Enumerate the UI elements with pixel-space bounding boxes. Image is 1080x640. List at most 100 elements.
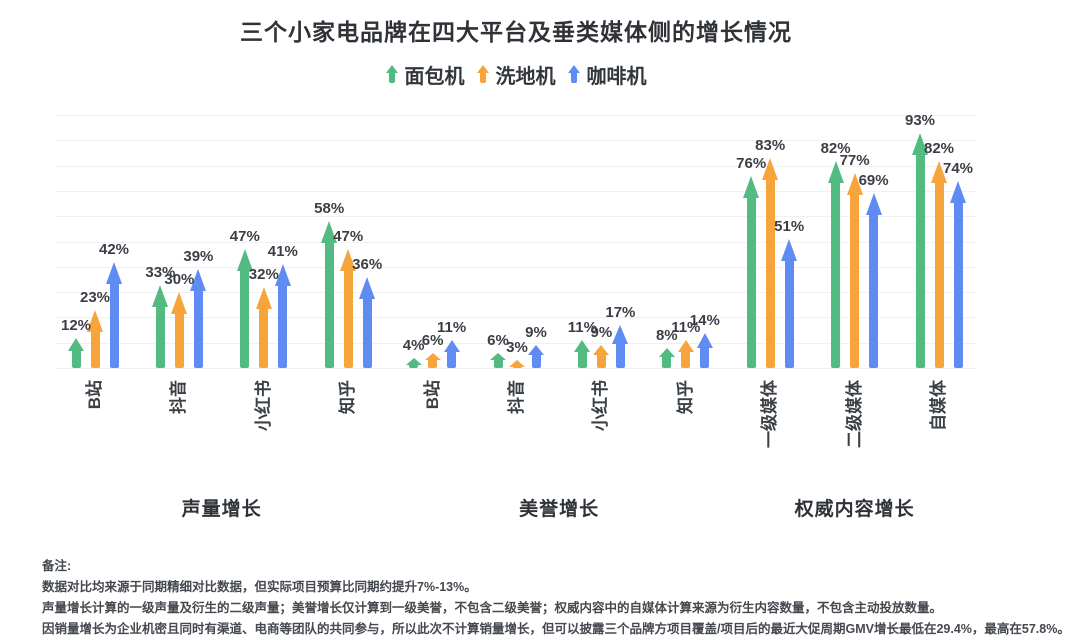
- bar-arrow-洗地机-二级媒体: [846, 173, 863, 368]
- bar-value-label: 32%: [248, 266, 279, 284]
- gridline-50: [56, 241, 976, 243]
- bar-arrow-面包机-一级媒体: [743, 175, 760, 368]
- bar-arrow-洗地机-小红书: [593, 345, 610, 368]
- bar-value-label: 58%: [314, 200, 345, 218]
- bar-arrow-咖啡机-抖音: [528, 345, 545, 368]
- legend-label: 洗地机: [495, 65, 556, 88]
- bar-value-label: 39%: [183, 248, 214, 266]
- bar-value-label: 51%: [774, 217, 805, 235]
- bar-value-label: 11%: [436, 319, 467, 337]
- x-axis-label-一级媒体: 一级媒体: [760, 380, 780, 448]
- bar-value-label: 6%: [421, 331, 444, 349]
- x-axis-label-知乎: 知乎: [338, 380, 358, 414]
- legend-label: 咖啡机: [586, 65, 647, 88]
- bar-arrow-洗地机-小红书: [255, 287, 272, 368]
- gridline-80: [56, 165, 976, 167]
- bar-arrow-面包机-自媒体: [912, 132, 929, 368]
- bar-value-label: 47%: [333, 228, 364, 246]
- bar-arrow-面包机-二级媒体: [827, 160, 844, 368]
- bar-arrow-洗地机-一级媒体: [762, 158, 779, 368]
- bar-value-label: 36%: [352, 255, 383, 273]
- footnotes: 备注: 数据对比均来源于同期精细对比数据，但实际项目预算比同期约提升7%-13%…: [42, 556, 1070, 640]
- bar-arrow-咖啡机-二级媒体: [865, 193, 882, 368]
- bar-value-label: 11%: [567, 319, 597, 337]
- bar-arrow-面包机-小红书: [574, 340, 591, 368]
- arrow-up-icon: [567, 65, 580, 83]
- legend-item-0: 面包机: [385, 60, 465, 89]
- bar-arrow-咖啡机-B站: [443, 340, 460, 368]
- group-title-1: 美誉增长: [519, 499, 600, 520]
- bar-value-label: 30%: [164, 271, 195, 289]
- bar-arrow-面包机-抖音: [152, 284, 169, 368]
- gridline-90: [56, 140, 976, 142]
- x-axis-label-抖音: 抖音: [507, 380, 526, 414]
- x-axis-label-B站: B站: [85, 380, 104, 410]
- bar-arrow-咖啡机-小红书: [612, 324, 629, 368]
- bar-value-label: 8%: [655, 326, 678, 344]
- bar-value-label: 6%: [487, 331, 509, 349]
- bar-value-label: 69%: [858, 172, 889, 190]
- bar-value-label: 41%: [267, 243, 298, 261]
- bar-value-label: 42%: [98, 240, 130, 258]
- note-line-3: 因销量增长为企业机密且同时有渠道、电商等团队的共同参与，所以此次不计算销量增长，…: [42, 622, 1070, 636]
- gridline-40: [56, 266, 976, 268]
- note-line-2: 声量增长计算的一级声量及衍生的二级声量；美誉增长仅计算到一级美誉，不包含二级美誉…: [42, 601, 943, 615]
- legend: 面包机 洗地机 咖啡机: [0, 60, 1032, 88]
- bar-arrow-咖啡机-一级媒体: [781, 238, 798, 368]
- bar-arrow-咖啡机-小红书: [274, 264, 291, 368]
- bar-arrow-洗地机-抖音: [171, 292, 188, 368]
- bar-arrow-咖啡机-B站: [106, 261, 123, 368]
- legend-label: 面包机: [404, 65, 465, 88]
- arrow-up-icon: [476, 65, 489, 83]
- bar-arrow-咖啡机-知乎: [359, 276, 376, 368]
- bar-arrow-面包机-B站: [405, 357, 422, 368]
- gridline-10: [56, 342, 976, 344]
- bar-arrow-洗地机-自媒体: [931, 160, 948, 368]
- legend-item-1: 洗地机: [476, 60, 556, 89]
- bar-arrow-咖啡机-知乎: [696, 332, 713, 368]
- bar-arrow-洗地机-B站: [424, 352, 441, 368]
- bar-value-label: 4%: [402, 336, 425, 354]
- legend-item-2: 咖啡机: [567, 60, 647, 89]
- gridline-30: [56, 292, 976, 294]
- bar-arrow-面包机-知乎: [321, 221, 338, 368]
- gridline-100: [56, 115, 976, 116]
- note-line-1: 数据对比均来源于同期精细对比数据，但实际项目预算比同期约提升7%-13%。: [42, 580, 477, 594]
- group-title-2: 权威内容增长: [794, 499, 915, 520]
- x-axis-label-小红书: 小红书: [591, 380, 611, 431]
- bar-value-label: 77%: [839, 152, 870, 170]
- chart-title: 三个小家电品牌在四大平台及垂类媒体侧的增长情况: [240, 19, 792, 45]
- arrow-up-icon: [385, 65, 398, 83]
- gridline-20: [56, 317, 976, 319]
- bar-value-label: 74%: [942, 159, 974, 177]
- bar-value-label: 82%: [820, 139, 851, 157]
- bar-value-label: 76%: [736, 154, 767, 172]
- x-axis-label-知乎: 知乎: [675, 380, 695, 414]
- bar-value-label: 11%: [671, 319, 701, 337]
- gridline-60: [56, 216, 976, 218]
- bar-value-label: 47%: [229, 228, 260, 246]
- bar-arrow-咖啡机-自媒体: [950, 180, 967, 368]
- bar-arrow-洗地机-B站: [87, 309, 104, 368]
- x-axis-label-自媒体: 自媒体: [929, 380, 948, 431]
- bar-arrow-咖啡机-抖音: [190, 269, 207, 368]
- bar-arrow-面包机-知乎: [658, 347, 675, 368]
- bar-arrow-面包机-小红书: [236, 249, 253, 368]
- bar-value-label: 17%: [605, 303, 636, 321]
- bar-arrow-面包机-B站: [68, 337, 85, 368]
- bar-value-label: 12%: [60, 316, 92, 334]
- notes-heading: 备注:: [42, 559, 72, 573]
- bar-value-label: 14%: [689, 311, 720, 329]
- bar-arrow-洗地机-知乎: [677, 340, 694, 368]
- bar-arrow-洗地机-知乎: [340, 249, 357, 368]
- x-axis-label-小红书: 小红书: [253, 380, 273, 431]
- bar-arrow-面包机-抖音: [490, 352, 507, 368]
- bar-value-label: 9%: [590, 324, 613, 342]
- gridline-70: [56, 190, 976, 192]
- bar-value-label: 33%: [145, 263, 176, 281]
- bar-value-label: 93%: [904, 111, 936, 129]
- gridline-0: [56, 368, 976, 369]
- bar-value-label: 3%: [506, 339, 528, 357]
- bar-value-label: 83%: [755, 137, 786, 154]
